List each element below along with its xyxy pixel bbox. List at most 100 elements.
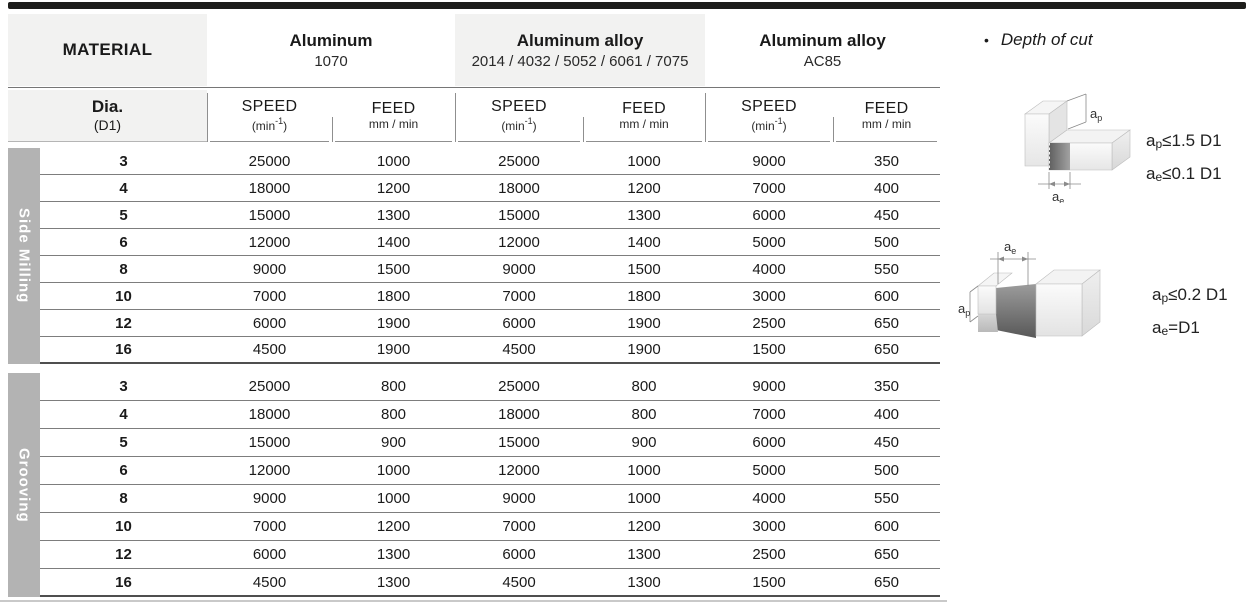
value-cell: 1300: [376, 546, 411, 563]
depth-of-cut-title: • Depth of cut: [984, 30, 1093, 49]
header-divider: [8, 87, 940, 88]
table-row: 6 12000 1400 12000 1400 5000 500: [40, 229, 940, 256]
value-cell: 600: [873, 287, 900, 305]
group-name: Aluminum: [289, 30, 373, 50]
group-header-aluminum-1070: Aluminum 1070: [207, 14, 455, 86]
material-header: MATERIAL: [8, 14, 207, 86]
group-name: Aluminum alloy: [759, 30, 886, 50]
value-cell: 25000: [498, 378, 540, 395]
group-name: Aluminum alloy: [516, 30, 644, 50]
value-cell: 1000: [376, 490, 411, 507]
value-cell: 1800: [627, 287, 661, 305]
value-cell: 25000: [498, 152, 540, 170]
value-cell: 18000: [248, 406, 291, 423]
dim-ap-label: ap: [958, 301, 970, 318]
value-cell: 800: [380, 406, 407, 423]
cutting-conditions-table: MATERIAL Aluminum 1070 Aluminum alloy 20…: [8, 14, 940, 597]
dia-cell: 12: [115, 546, 132, 563]
grooving-rows: 3 25000 800 25000 800 9000 350 4 18000 800 18000 80…: [40, 373, 940, 597]
table-row: 5 15000 900 15000 900 6000 450: [40, 429, 940, 457]
value-cell: 650: [873, 314, 900, 332]
dim-ae-label: ae: [1052, 189, 1064, 203]
dia-cell: 12: [115, 314, 132, 332]
dia-cell: 16: [115, 573, 132, 591]
group-grades: 2014 / 4032 / 5052 / 6061 / 7075: [471, 52, 689, 70]
rule-ae: ae=D1: [1152, 318, 1200, 338]
value-cell: 4500: [252, 573, 287, 591]
value-cell: 1500: [752, 341, 786, 358]
value-cell: 6000: [502, 314, 536, 332]
dia-cell: 6: [119, 462, 128, 479]
value-cell: 9000: [502, 490, 536, 507]
value-cell: 1000: [627, 462, 661, 479]
table-row: 16 4500 1300 4500 1300 1500 650: [40, 569, 940, 597]
value-cell: 7000: [502, 287, 536, 305]
value-cell: 7000: [752, 179, 786, 197]
value-cell: 18000: [498, 406, 540, 423]
value-cell: 400: [873, 179, 900, 197]
value-cell: 900: [380, 434, 407, 451]
value-cell: 6000: [752, 206, 786, 224]
value-cell: 800: [380, 378, 407, 395]
value-cell: 400: [873, 406, 900, 423]
speed-header-alloy: SPEED (min-1): [455, 90, 583, 142]
table-row: 10 7000 1200 7000 1200 3000 600: [40, 513, 940, 541]
dia-cell: 3: [119, 378, 128, 395]
value-cell: 500: [873, 462, 900, 479]
table-row: 3 25000 800 25000 800 9000 350: [40, 373, 940, 401]
value-cell: 18000: [498, 179, 540, 197]
table-row: 8 9000 1500 9000 1500 4000 550: [40, 256, 940, 283]
dia-cell: 4: [119, 406, 128, 423]
table-row: 3 25000 1000 25000 1000 9000 350: [40, 148, 940, 175]
value-cell: 25000: [248, 152, 291, 170]
dim-ap-label: ap: [1090, 106, 1102, 123]
value-cell: 15000: [498, 206, 540, 224]
dia-cell: 5: [119, 434, 128, 451]
side-milling-depth-figure: ap ae: [1024, 93, 1131, 203]
value-cell: 7000: [752, 406, 786, 423]
value-cell: 1900: [376, 341, 411, 358]
value-cell: 1200: [627, 518, 661, 535]
value-cell: 1200: [627, 179, 661, 197]
value-cell: 1000: [627, 152, 661, 170]
value-cell: 12000: [248, 233, 291, 251]
speed-header-1070: SPEED (min-1): [207, 90, 332, 142]
page-bottom-rule: [0, 600, 947, 602]
value-cell: 1500: [752, 573, 786, 591]
value-cell: 5000: [752, 462, 786, 479]
value-cell: 1900: [627, 341, 661, 358]
dia-cell: 4: [119, 179, 128, 197]
value-cell: 1500: [627, 260, 661, 278]
value-cell: 9000: [502, 260, 536, 278]
group-grades: 1070: [314, 52, 348, 70]
value-cell: 1000: [627, 490, 661, 507]
value-cell: 4000: [752, 490, 786, 507]
feed-header-1070: FEED mm / min: [332, 90, 455, 142]
value-cell: 6000: [252, 314, 287, 332]
value-cell: 4500: [502, 341, 536, 358]
value-cell: 12000: [498, 462, 540, 479]
value-cell: 6000: [752, 434, 786, 451]
rule-ap: ap≤1.5 D1: [1146, 131, 1222, 151]
bullet-icon: •: [984, 32, 989, 48]
table-row: 6 12000 1000 12000 1000 5000 500: [40, 457, 940, 485]
material-header-row: MATERIAL Aluminum 1070 Aluminum alloy 20…: [8, 14, 940, 86]
value-cell: 1200: [376, 518, 411, 535]
value-cell: 25000: [248, 378, 291, 395]
dia-cell: 6: [119, 233, 128, 251]
value-cell: 6000: [502, 546, 536, 563]
value-cell: 9000: [252, 490, 287, 507]
value-cell: 650: [873, 573, 900, 591]
value-cell: 1300: [627, 206, 661, 224]
value-cell: 600: [873, 518, 900, 535]
table-row: 12 6000 1900 6000 1900 2500 650: [40, 310, 940, 337]
group-header-aluminum-alloy: Aluminum alloy 2014 / 4032 / 5052 / 6061…: [455, 14, 705, 86]
value-cell: 15000: [498, 434, 540, 451]
value-cell: 1500: [376, 260, 411, 278]
feed-header-alloy: FEED mm / min: [583, 90, 705, 142]
value-cell: 900: [631, 434, 657, 451]
value-cell: 15000: [248, 434, 291, 451]
dia-cell: 16: [115, 341, 132, 358]
table-row: 5 15000 1300 15000 1300 6000 450: [40, 202, 940, 229]
